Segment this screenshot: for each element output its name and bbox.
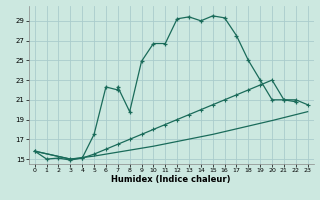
X-axis label: Humidex (Indice chaleur): Humidex (Indice chaleur) xyxy=(111,175,231,184)
